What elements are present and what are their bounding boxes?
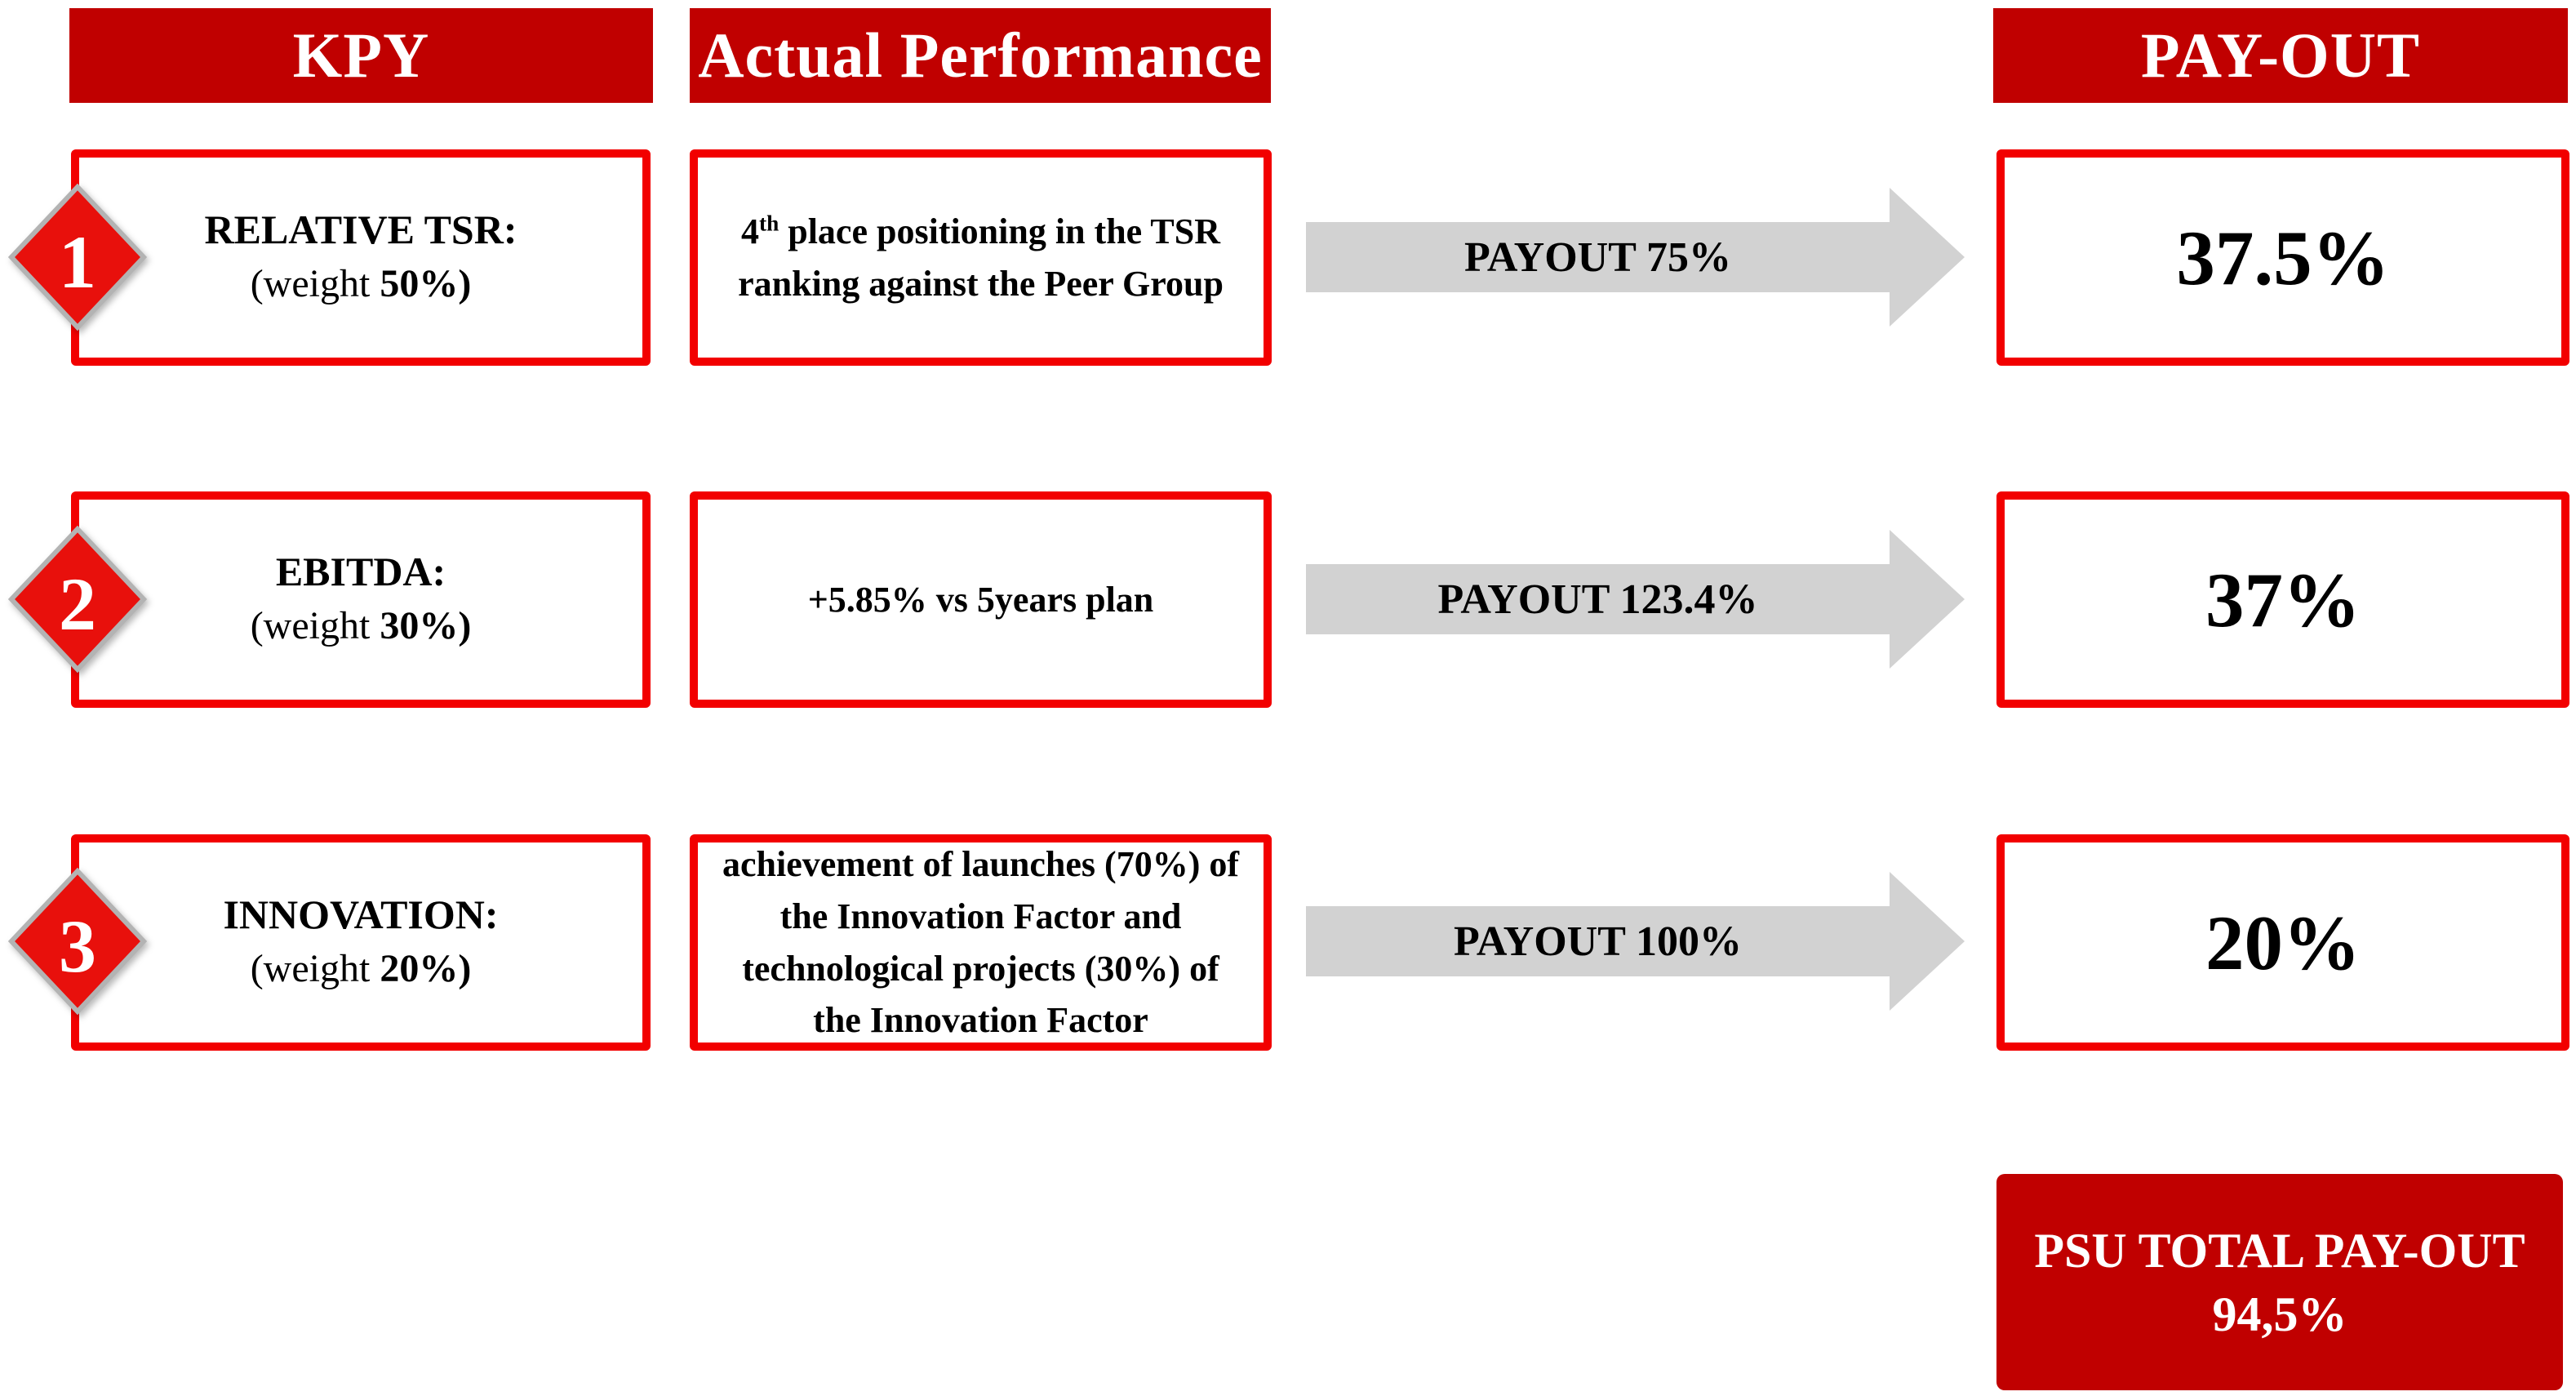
actual-performance-column-header: Actual Performance — [690, 8, 1271, 103]
diamond-shape — [8, 184, 147, 331]
kpi-weight-value: 30%) — [380, 604, 472, 648]
kpi-number-diamond-3: 3 — [8, 868, 147, 1015]
kpi-number: 3 — [59, 905, 96, 988]
kpi-weight-prefix: (weight — [250, 262, 380, 306]
actual-performance-text: achievement of launches (70%) of the Inn… — [718, 838, 1243, 1047]
actual-text-body: achievement of launches (70%) of the Inn… — [722, 843, 1239, 1041]
kpi-weight: (weight 50%) — [251, 256, 472, 311]
kpi-weight: (weight 30%) — [251, 598, 472, 653]
kpi-box-row-3: INNOVATION: (weight 20%) — [71, 834, 651, 1051]
payout-box-row-1: 37.5% — [1996, 149, 2569, 366]
actual-performance-box-row-3: achievement of launches (70%) of the Inn… — [690, 834, 1272, 1051]
kpi-box-row-1: RELATIVE TSR: (weight 50%) — [71, 149, 651, 366]
payout-value: 37.5% — [2176, 214, 2390, 301]
actual-performance-box-row-1: 4th place positioning in the TSR ranking… — [690, 149, 1272, 366]
actual-text-superscript: th — [758, 211, 779, 236]
payout-value: 37% — [2205, 556, 2361, 643]
arrow-head-icon — [1890, 188, 1965, 327]
actual-text-body: +5.85% vs 5years plan — [807, 579, 1154, 620]
arrow-body: PAYOUT 123.4% — [1306, 564, 1890, 634]
arrow-payout-label: PAYOUT 100% — [1454, 918, 1742, 965]
actual-text-number: 4 — [740, 211, 759, 251]
kpi-number: 1 — [59, 220, 96, 304]
actual-performance-box-row-2: +5.85% vs 5years plan — [690, 491, 1272, 708]
actual-performance-text: 4th place positioning in the TSR ranking… — [718, 206, 1243, 310]
diamond-shape — [8, 526, 147, 673]
actual-performance-text: +5.85% vs 5years plan — [808, 574, 1154, 626]
payout-arrow-row-3: PAYOUT 100% — [1306, 872, 1967, 1011]
kpi-weight-prefix: (weight — [250, 604, 380, 648]
psu-total-payout-box: PSU TOTAL PAY-OUT 94,5% — [1996, 1174, 2563, 1390]
arrow-payout-label: PAYOUT 75% — [1464, 233, 1731, 281]
payout-arrow-row-2: PAYOUT 123.4% — [1306, 530, 1967, 669]
kpi-number-diamond-2: 2 — [8, 526, 147, 673]
psu-total-value: 94,5% — [2212, 1287, 2347, 1341]
payout-column-header: PAY-OUT — [1993, 8, 2568, 103]
payout-box-row-3: 20% — [1996, 834, 2569, 1051]
payout-value: 20% — [2205, 899, 2361, 986]
payout-box-row-2: 37% — [1996, 491, 2569, 708]
kpi-weight-value: 20%) — [380, 947, 472, 991]
arrow-head-icon — [1890, 872, 1965, 1011]
kpi-weight-value: 50%) — [380, 262, 472, 306]
arrow-head-icon — [1890, 530, 1965, 669]
kpi-number: 2 — [59, 562, 96, 646]
kpi-column-header: KPY — [69, 8, 653, 103]
actual-text-body: place positioning in the TSR ranking aga… — [738, 211, 1224, 304]
payout-arrow-row-1: PAYOUT 75% — [1306, 188, 1967, 327]
diamond-shape — [8, 868, 147, 1015]
kpi-title: EBITDA: — [275, 549, 446, 595]
kpi-title: INNOVATION: — [223, 891, 499, 938]
kpi-box-row-2: EBITDA: (weight 30%) — [71, 491, 651, 708]
kpi-title: RELATIVE TSR: — [204, 207, 517, 253]
arrow-body: PAYOUT 75% — [1306, 222, 1890, 292]
kpi-weight-prefix: (weight — [250, 947, 380, 991]
psu-total-label: PSU TOTAL PAY-OUT — [2034, 1223, 2525, 1278]
arrow-body: PAYOUT 100% — [1306, 906, 1890, 976]
kpi-number-diamond-1: 1 — [8, 184, 147, 331]
arrow-payout-label: PAYOUT 123.4% — [1437, 576, 1758, 623]
kpi-weight: (weight 20%) — [251, 941, 472, 996]
